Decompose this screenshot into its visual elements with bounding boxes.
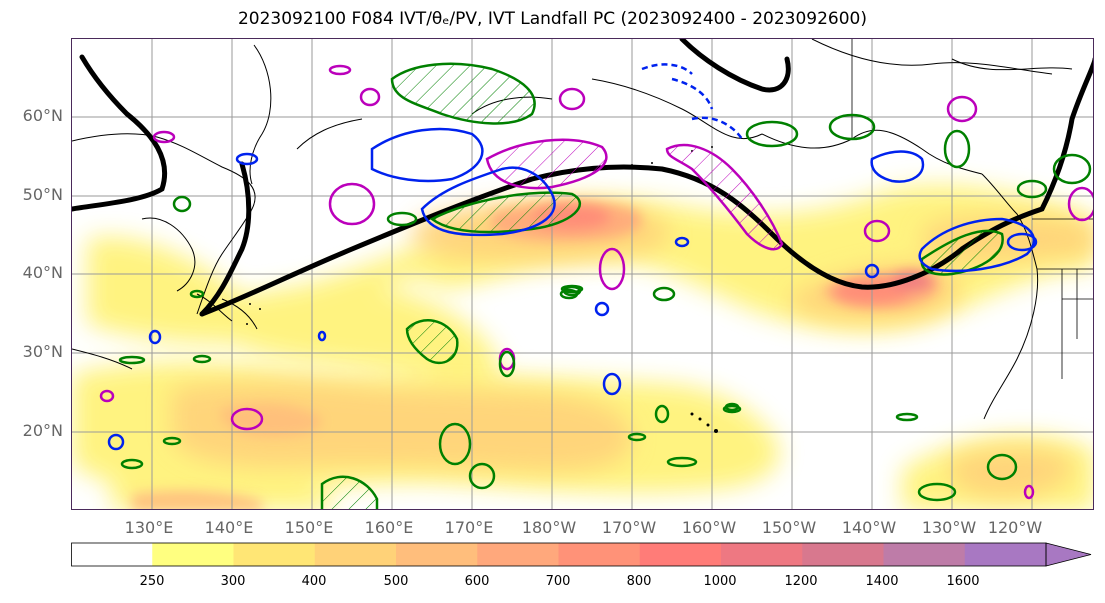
lon-label-150e: 150°E — [284, 518, 334, 537]
pv-contours — [107, 63, 1038, 451]
colorbar-label-400: 400 — [301, 574, 327, 589]
map-title: 2023092100 F084 IVT/θₑ/PV, IVT Landfall … — [237, 9, 868, 29]
colorbar-swatch — [477, 543, 559, 566]
lon-label-180w: 180°W — [521, 518, 577, 537]
colorbar-label-700: 700 — [545, 574, 571, 589]
colorbar-label-1000: 1000 — [703, 574, 737, 589]
colorbar-label-500: 500 — [383, 574, 409, 589]
lon-label-120w: 120°W — [987, 518, 1043, 537]
colorbar-swatch — [721, 543, 803, 566]
colorbar-swatch — [639, 543, 722, 566]
lon-label-130e: 130°E — [124, 518, 174, 537]
colorbar-label-1600: 1600 — [946, 574, 980, 589]
landfall-pc-regions — [485, 138, 784, 251]
lat-label-60n: 60°N — [22, 106, 63, 125]
map-panel — [71, 38, 1094, 510]
colorbar-swatch — [396, 543, 478, 566]
theta-e-contour-lines — [118, 113, 1092, 502]
colorbar-label-1400: 1400 — [865, 574, 899, 589]
colorbar-swatch — [883, 543, 966, 566]
lon-label-170e: 170°E — [444, 518, 494, 537]
colorbar — [71, 542, 1092, 567]
islands — [246, 146, 718, 433]
colorbar-label-300: 300 — [220, 574, 246, 589]
lat-label-20n: 20°N — [22, 421, 63, 440]
lat-label-30n: 30°N — [22, 342, 63, 361]
lon-label-170w: 170°W — [601, 518, 657, 537]
colorbar-swatch — [558, 543, 641, 566]
map-canvas — [72, 39, 1093, 509]
colorbar-swatch — [152, 543, 234, 566]
colorbar-swatch — [964, 543, 1047, 566]
lon-label-140w: 140°W — [841, 518, 897, 537]
colorbar-label-600: 600 — [464, 574, 490, 589]
lon-label-150w: 150°W — [761, 518, 817, 537]
lon-label-160e: 160°E — [364, 518, 414, 537]
colorbar-swatch — [71, 543, 153, 566]
lon-label-160w: 160°W — [681, 518, 737, 537]
lat-label-50n: 50°N — [22, 185, 63, 204]
lon-label-140e: 140°E — [204, 518, 254, 537]
colorbar-swatch — [802, 543, 884, 566]
colorbar-extend-arrow — [1045, 542, 1092, 567]
colorbar-label-250: 250 — [139, 574, 165, 589]
landfall-pc-contours — [99, 64, 1093, 500]
colorbar-label-800: 800 — [626, 574, 652, 589]
colorbar-swatch — [233, 543, 316, 566]
lon-label-130w: 130°W — [921, 518, 977, 537]
colorbar-swatch — [314, 543, 397, 566]
lat-label-40n: 40°N — [22, 263, 63, 282]
colorbar-outline — [71, 542, 1047, 567]
colorbar-label-1200: 1200 — [784, 574, 818, 589]
theta-e-contours — [320, 62, 1004, 509]
